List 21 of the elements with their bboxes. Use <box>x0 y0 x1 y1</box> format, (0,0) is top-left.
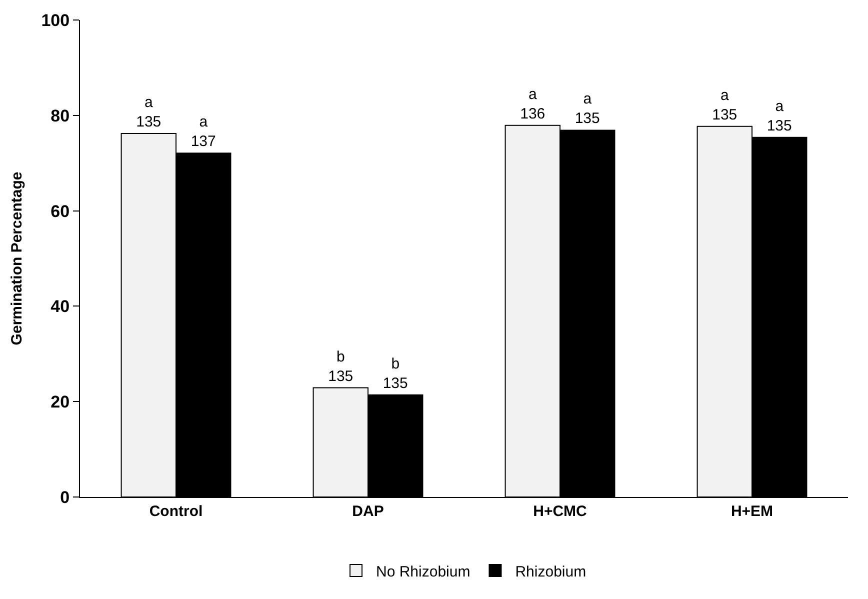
y-axis-title: Germination Percentage <box>8 172 26 346</box>
data-label: a 137 <box>190 114 216 150</box>
y-tick-label: 40 <box>50 297 70 316</box>
x-tick-label: H+CMC <box>533 503 588 520</box>
data-label: a 135 <box>712 86 738 124</box>
data-label: b 135 <box>328 348 354 385</box>
legend-label: No Rhizobium <box>376 563 470 580</box>
data-label: b 135 <box>382 355 408 392</box>
data-label: a 135 <box>766 98 792 134</box>
y-tick-label: 60 <box>50 202 70 221</box>
y-tick-label: 20 <box>50 392 70 412</box>
x-tick-label: DAP <box>352 503 384 520</box>
x-tick-label: Control <box>149 503 203 520</box>
data-label: a 136 <box>520 86 546 122</box>
data-label: a 135 <box>136 94 162 131</box>
legend-label: Rhizobium <box>515 563 586 580</box>
x-tick-label: H+EM <box>730 503 774 520</box>
y-tick-label: 100 <box>41 10 70 30</box>
y-tick-label: 80 <box>50 106 70 126</box>
y-tick-label: 0 <box>60 488 70 507</box>
data-label: a 135 <box>574 90 600 128</box>
